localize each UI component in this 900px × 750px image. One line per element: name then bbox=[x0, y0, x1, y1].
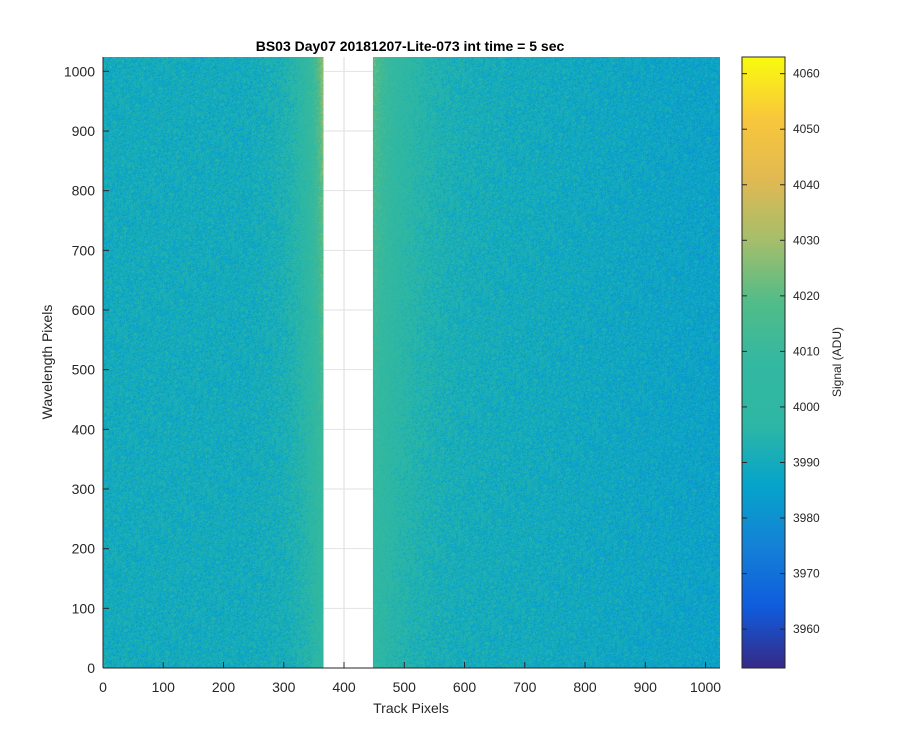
x-tick-label: 500 bbox=[393, 679, 417, 695]
y-tick-label: 700 bbox=[72, 242, 96, 258]
y-tick-label: 200 bbox=[72, 541, 96, 557]
colorbar-tick-label: 4060 bbox=[793, 67, 820, 81]
x-axis-label: Track Pixels bbox=[373, 700, 449, 716]
x-tick-label: 900 bbox=[634, 679, 658, 695]
y-axis-ticks: 0 100 200 300 400 500 600 700 800 900 1000 bbox=[64, 63, 109, 676]
colorbar bbox=[741, 56, 786, 669]
x-tick-label: 0 bbox=[99, 679, 107, 695]
y-tick-label: 900 bbox=[72, 123, 96, 139]
colorbar-tick-label: 3990 bbox=[793, 455, 820, 469]
colorbar-tick-label: 3960 bbox=[793, 622, 820, 636]
chart-title: BS03 Day07 20181207-Lite-073 int time = … bbox=[256, 38, 565, 54]
colorbar-label: Signal (ADU) bbox=[830, 327, 844, 397]
y-tick-label: 500 bbox=[72, 362, 96, 378]
y-axis-label: Wavelength Pixels bbox=[39, 305, 55, 420]
colorbar-tick-label: 4040 bbox=[793, 178, 820, 192]
colorbar-tick-label: 4050 bbox=[793, 122, 820, 136]
colorbar-tick-label: 3980 bbox=[793, 511, 820, 525]
y-tick-label: 0 bbox=[87, 660, 95, 676]
x-tick-label: 100 bbox=[152, 679, 176, 695]
y-tick-label: 1000 bbox=[64, 63, 95, 79]
colorbar-tick-label: 4000 bbox=[793, 400, 820, 414]
colorbar-tick-label: 3970 bbox=[793, 567, 820, 581]
colorbar-tick-label: 4010 bbox=[793, 344, 820, 358]
x-tick-label: 1000 bbox=[690, 679, 721, 695]
x-tick-label: 300 bbox=[272, 679, 296, 695]
y-tick-label: 600 bbox=[72, 302, 96, 318]
x-tick-label: 200 bbox=[212, 679, 236, 695]
x-tick-label: 700 bbox=[513, 679, 537, 695]
masked-region bbox=[323, 57, 373, 668]
x-axis-ticks: 0 100 200 300 400 500 600 700 800 900 1000 bbox=[99, 662, 721, 695]
y-tick-label: 800 bbox=[72, 183, 96, 199]
heatmap-area bbox=[103, 57, 720, 668]
colorbar-ticks: 3960 3970 3980 3990 4000 4010 4020 4030 4040 4050… bbox=[742, 67, 820, 636]
colorbar-tick-label: 4020 bbox=[793, 289, 820, 303]
masked-region-gridlines bbox=[323, 57, 373, 668]
x-tick-label: 600 bbox=[453, 679, 477, 695]
colorbar-tick-label: 4030 bbox=[793, 233, 820, 247]
x-tick-label: 400 bbox=[332, 679, 356, 695]
y-tick-label: 100 bbox=[72, 600, 96, 616]
y-tick-label: 400 bbox=[72, 421, 96, 437]
x-tick-label: 800 bbox=[573, 679, 597, 695]
y-tick-label: 300 bbox=[72, 481, 96, 497]
